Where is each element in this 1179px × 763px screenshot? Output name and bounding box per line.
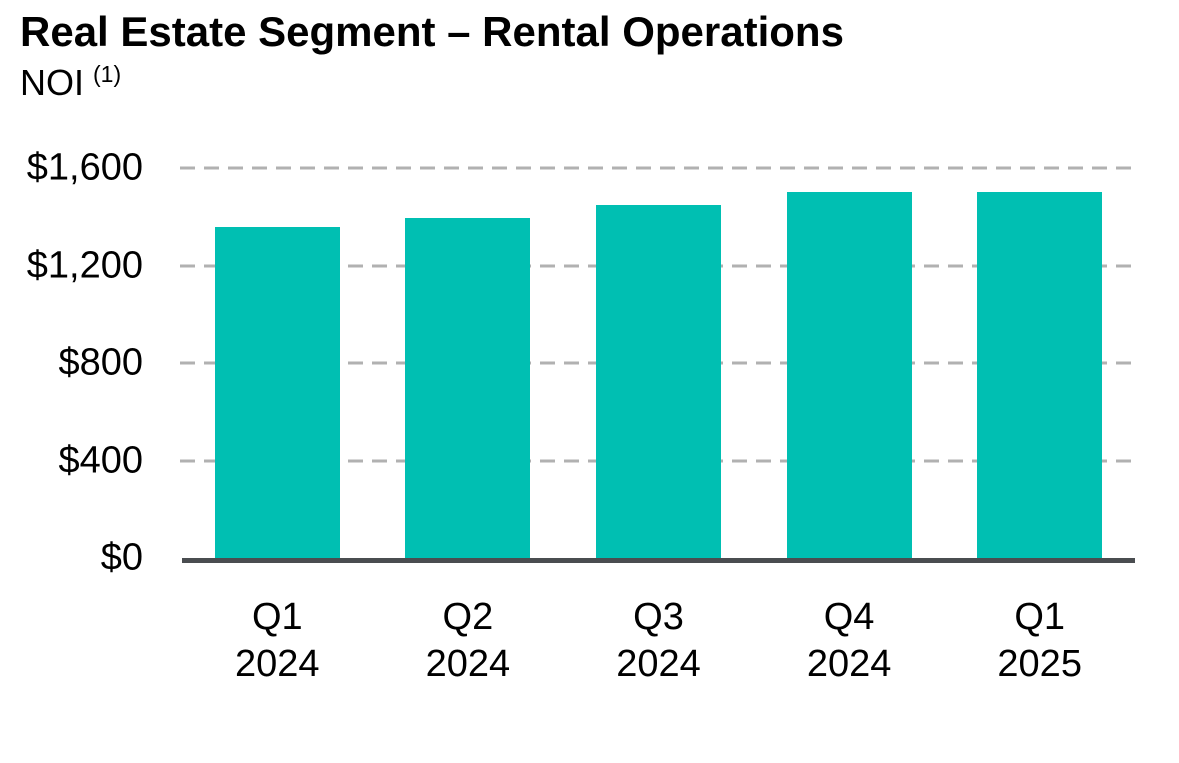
bar-q2-2024 <box>405 217 531 558</box>
x-tick-label: Q1 2024 <box>235 596 320 685</box>
x-axis-line <box>182 558 1135 563</box>
y-tick-label: $0 <box>100 536 143 579</box>
subtitle-text: NOI <box>20 62 85 103</box>
bar-q1-2024 <box>214 226 340 558</box>
y-tick-label: $800 <box>58 341 143 384</box>
x-tick-label: Q2 2024 <box>425 596 511 685</box>
gridline <box>180 166 1135 170</box>
plot-area <box>180 166 1135 558</box>
y-tick-label: $1,200 <box>26 244 143 286</box>
chart-title: Real Estate Segment – Rental Operations <box>20 8 844 55</box>
x-tick-label: Q4 2024 <box>806 596 892 685</box>
y-tick-label: $400 <box>58 439 143 481</box>
y-axis: $1,600 $1,200 $800 $400 $0 <box>0 0 143 763</box>
bar-q1-2025 <box>977 192 1103 558</box>
y-tick-label: $1,600 <box>26 146 143 189</box>
x-tick-label: Q3 2024 <box>616 596 701 685</box>
footnote-marker: (1) <box>93 61 122 87</box>
bar-q4-2024 <box>786 192 912 558</box>
bar-q3-2024 <box>596 204 721 558</box>
x-axis: Q1 2024 Q2 2024 Q3 2024 Q4 2024 Q1 2025 <box>182 594 1135 704</box>
x-tick-label: Q1 2025 <box>997 596 1082 685</box>
chart-subtitle: NOI (1) <box>20 62 121 104</box>
